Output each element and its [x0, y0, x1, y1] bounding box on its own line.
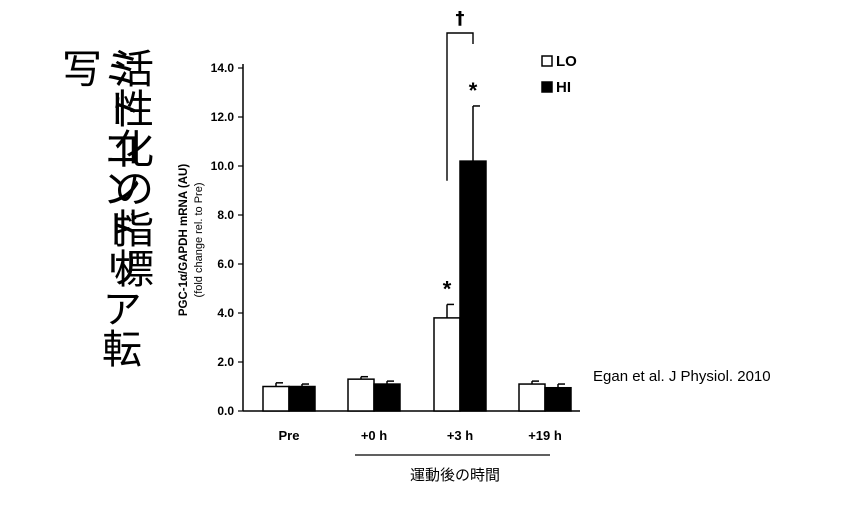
x-tick-label: +0 h — [361, 428, 387, 443]
x-tick-label: +3 h — [447, 428, 473, 443]
bar-hi — [459, 160, 487, 412]
bar-hi — [373, 383, 401, 412]
significance-star: * — [443, 276, 452, 301]
legend-swatch-hi — [541, 81, 553, 93]
y-tick-label: 14.0 — [211, 61, 235, 75]
chart-axes: 0.0 2.0 4.0 6.0 8.0 10.0 12.0 14.0 PGC-1α/GAPDH … — [178, 61, 580, 484]
y-axis-label: PGC-1α/GAPDH mRNA (AU) — [178, 164, 190, 316]
bar-lo — [518, 383, 546, 412]
slide-title: ミトコンドリア転写 活性化の指標 — [55, 48, 168, 378]
bar-lo — [347, 378, 375, 412]
significance-bracket — [446, 32, 474, 181]
bar-hi — [288, 385, 316, 412]
bar-lo — [433, 317, 461, 412]
chart-legend: LO HI — [541, 53, 577, 96]
y-axis-sublabel: (fold change rel. to Pre) — [193, 183, 205, 298]
y-tick-label: 0.0 — [217, 404, 234, 418]
chart-annotations: * * † — [443, 8, 478, 301]
legend-label-lo: LO — [556, 53, 577, 70]
y-tick-label: 4.0 — [217, 306, 234, 320]
x-tick-label: +19 h — [528, 428, 562, 443]
y-tick-label: 12.0 — [211, 110, 235, 124]
bar-hi — [544, 386, 572, 412]
y-tick-label: 8.0 — [217, 208, 234, 222]
legend-label-hi: HI — [556, 79, 571, 96]
chart-bars — [262, 105, 572, 412]
slide-title-line-2: 活性化の指標 — [107, 48, 153, 288]
slide-title-line-1: ミトコンドリア転写 — [55, 48, 141, 368]
x-axis-label: 運動後の時間 — [410, 466, 500, 484]
y-tick-label: 6.0 — [217, 257, 234, 271]
bar-lo — [262, 385, 290, 412]
y-tick-label: 10.0 — [211, 159, 235, 173]
significance-star: * — [469, 78, 478, 103]
citation: Egan et al. J Physiol. 2010 — [593, 368, 771, 385]
significance-dagger: † — [456, 8, 465, 29]
y-tick-label: 2.0 — [217, 355, 234, 369]
x-tick-label: Pre — [279, 428, 300, 443]
legend-swatch-lo — [541, 55, 553, 67]
